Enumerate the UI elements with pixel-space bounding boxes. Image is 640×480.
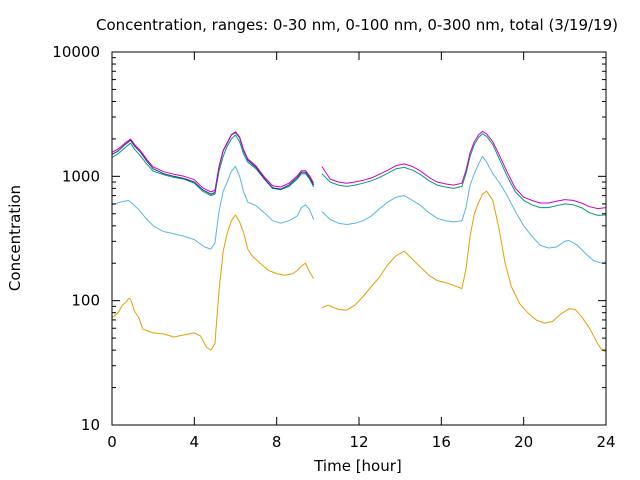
series-4-line-0 [111, 131, 315, 193]
x-tick-label: 20 [514, 433, 533, 451]
y-tick-label: 10000 [52, 43, 100, 61]
x-tick-label: 8 [272, 433, 282, 451]
tick-labels: 0 4 8 12 16 20 24 10 100 1000 10000 [52, 43, 615, 451]
y-tick-label: 100 [71, 292, 100, 310]
series-4-line-1 [321, 130, 607, 210]
series-0-line-1 [321, 190, 607, 352]
series-0-line-0 [111, 214, 315, 351]
plot-frame [111, 51, 607, 426]
x-tick-label: 24 [596, 433, 615, 451]
tick-marks [111, 51, 607, 426]
x-tick-label: 12 [349, 433, 368, 451]
x-tick-label: 16 [432, 433, 451, 451]
series-3-line-0 [111, 132, 315, 195]
y-tick-label: 1000 [62, 167, 100, 185]
series-1-line-1 [321, 155, 607, 264]
x-axis-label: Time [hour] [313, 457, 402, 475]
series-2-line-0 [111, 134, 315, 197]
y-axis-label: Concentration [6, 185, 24, 291]
y-tick-label: 10 [81, 416, 100, 434]
series-2-line-1 [321, 133, 607, 216]
series-1-line-0 [111, 166, 315, 250]
chart-title: Concentration, ranges: 0-30 nm, 0-100 nm… [96, 16, 618, 34]
plot-lines [111, 130, 607, 352]
x-tick-label: 4 [190, 433, 200, 451]
x-tick-label: 0 [107, 433, 117, 451]
